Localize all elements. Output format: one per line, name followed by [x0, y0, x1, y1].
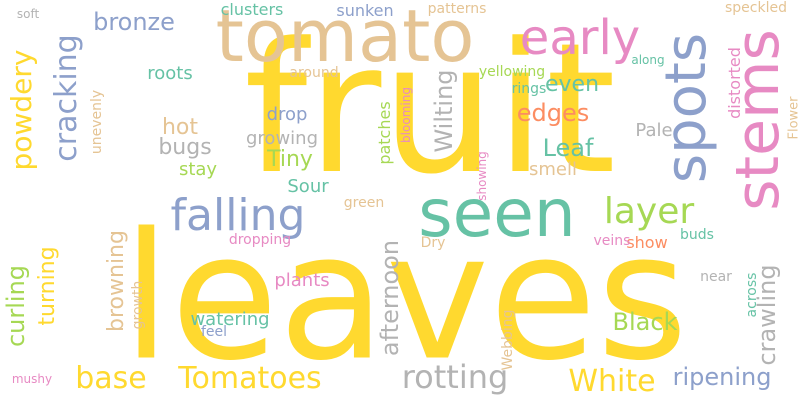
word-leaf: Leaf — [542, 134, 594, 162]
word-wilting: Wilting — [430, 69, 458, 153]
word-distorted: distorted — [725, 47, 744, 119]
word-pale: Pale — [635, 120, 673, 141]
word-falling: falling — [170, 190, 306, 241]
word-watering: watering — [190, 309, 270, 330]
word-soft: soft — [16, 7, 40, 21]
word-stay: stay — [178, 159, 218, 180]
word-rotting: rotting — [401, 358, 509, 396]
word-flower: Flower — [786, 96, 800, 140]
word-smell: smell — [529, 159, 577, 180]
word-plants: plants — [274, 270, 330, 291]
word-hot: hot — [161, 115, 199, 140]
word-even: even — [544, 72, 600, 97]
word-veins: veins — [593, 233, 631, 249]
word-patches: patches — [375, 101, 394, 165]
word-yellowing: yellowing — [478, 64, 546, 80]
word-browning: browning — [104, 230, 129, 332]
word-roots: roots — [147, 63, 193, 84]
word-sunken: sunken — [336, 1, 394, 20]
word-tomato: tomato — [215, 0, 475, 78]
word-dropping: dropping — [228, 232, 292, 248]
word-speckled: speckled — [725, 0, 787, 16]
word-blooming: blooming — [399, 87, 413, 143]
word-tiny: Tiny — [267, 147, 313, 172]
word-white: White — [568, 364, 656, 399]
word-across: across — [744, 272, 760, 318]
word-along: along — [631, 53, 665, 67]
word-layer: layer — [603, 191, 695, 232]
word-show: show — [626, 233, 668, 252]
word-cracking: cracking — [49, 34, 84, 162]
word-rings: rings — [511, 81, 547, 97]
word-seen: seen — [418, 175, 576, 252]
word-feel: feel — [200, 324, 228, 340]
word-tomatoes: Tomatoes — [178, 361, 322, 396]
word-black: Black — [612, 308, 678, 336]
word-showing: showing — [475, 151, 489, 201]
word-fruit: fruit — [243, 5, 617, 214]
word-bugs: bugs — [158, 135, 212, 160]
word-webbing: Webbing — [500, 309, 516, 371]
word-bronze: bronze — [93, 8, 175, 36]
word-turning: turning — [35, 246, 60, 326]
word-leaves: leaves — [122, 196, 688, 400]
word-green: green — [343, 195, 385, 211]
word-ripening: ripening — [672, 363, 772, 391]
word-near: near — [700, 269, 732, 285]
word-powdery: powdery — [5, 49, 38, 171]
word-curling: curling — [2, 264, 30, 348]
word-sour: Sour — [287, 176, 329, 197]
word-clusters: clusters — [220, 0, 284, 19]
word-buds: buds — [680, 227, 714, 243]
word-patterns: patterns — [427, 1, 487, 17]
word-unevenly: unevenly — [89, 89, 105, 155]
word-drop: drop — [266, 104, 308, 125]
word-edges: edges — [516, 99, 590, 127]
word-growing: growing — [246, 128, 318, 149]
word-growth: growth — [130, 280, 146, 330]
word-spots: spots — [654, 32, 719, 184]
word-base: base — [75, 361, 147, 396]
word-dry: Dry — [420, 235, 446, 251]
word-mushy: mushy — [11, 372, 53, 386]
word-around: around — [289, 65, 339, 81]
word-afternoon: afternoon — [376, 239, 404, 357]
word-early: early — [519, 10, 641, 66]
